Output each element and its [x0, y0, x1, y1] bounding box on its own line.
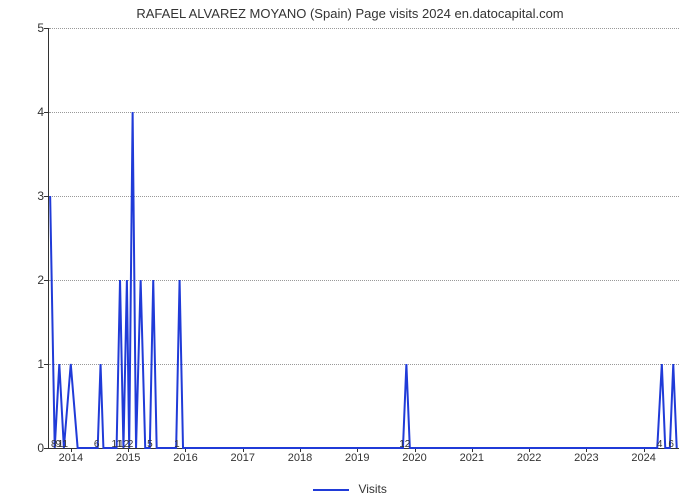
x-sub-label: 11: [58, 439, 68, 450]
x-year-label: 2022: [517, 452, 541, 464]
y-tick-label: 3: [28, 189, 44, 203]
chart-container: RAFAEL ALVAREZ MOYANO (Spain) Page visit…: [0, 0, 700, 500]
x-year-label: 2014: [59, 452, 83, 464]
x-sub-label: 6: [94, 439, 100, 450]
x-year-label: 2017: [230, 452, 254, 464]
legend-swatch: [313, 489, 349, 491]
x-year-label: 2015: [116, 452, 140, 464]
x-sub-label: 12: [399, 439, 410, 450]
plot-area: [48, 28, 679, 449]
y-tick-label: 2: [28, 273, 44, 287]
x-year-label: 2019: [345, 452, 369, 464]
y-tick-label: 1: [28, 357, 44, 371]
y-tick-label: 5: [28, 21, 44, 35]
legend: Visits: [0, 482, 700, 496]
x-sub-label: 5: [147, 439, 153, 450]
x-year-label: 2020: [402, 452, 426, 464]
x-sub-label: 6: [668, 439, 674, 450]
x-year-label: 2018: [288, 452, 312, 464]
x-sub-label: 1: [174, 439, 180, 450]
x-year-label: 2016: [173, 452, 197, 464]
x-year-label: 2023: [574, 452, 598, 464]
y-tick-label: 4: [28, 105, 44, 119]
data-line: [49, 28, 679, 448]
x-sub-label: 2: [128, 439, 134, 450]
x-year-label: 2021: [460, 452, 484, 464]
x-year-label: 2024: [631, 452, 655, 464]
y-tick-label: 0: [28, 441, 44, 455]
chart-title: RAFAEL ALVAREZ MOYANO (Spain) Page visit…: [0, 6, 700, 21]
x-sub-label: 4: [657, 439, 663, 450]
legend-label: Visits: [358, 482, 386, 496]
